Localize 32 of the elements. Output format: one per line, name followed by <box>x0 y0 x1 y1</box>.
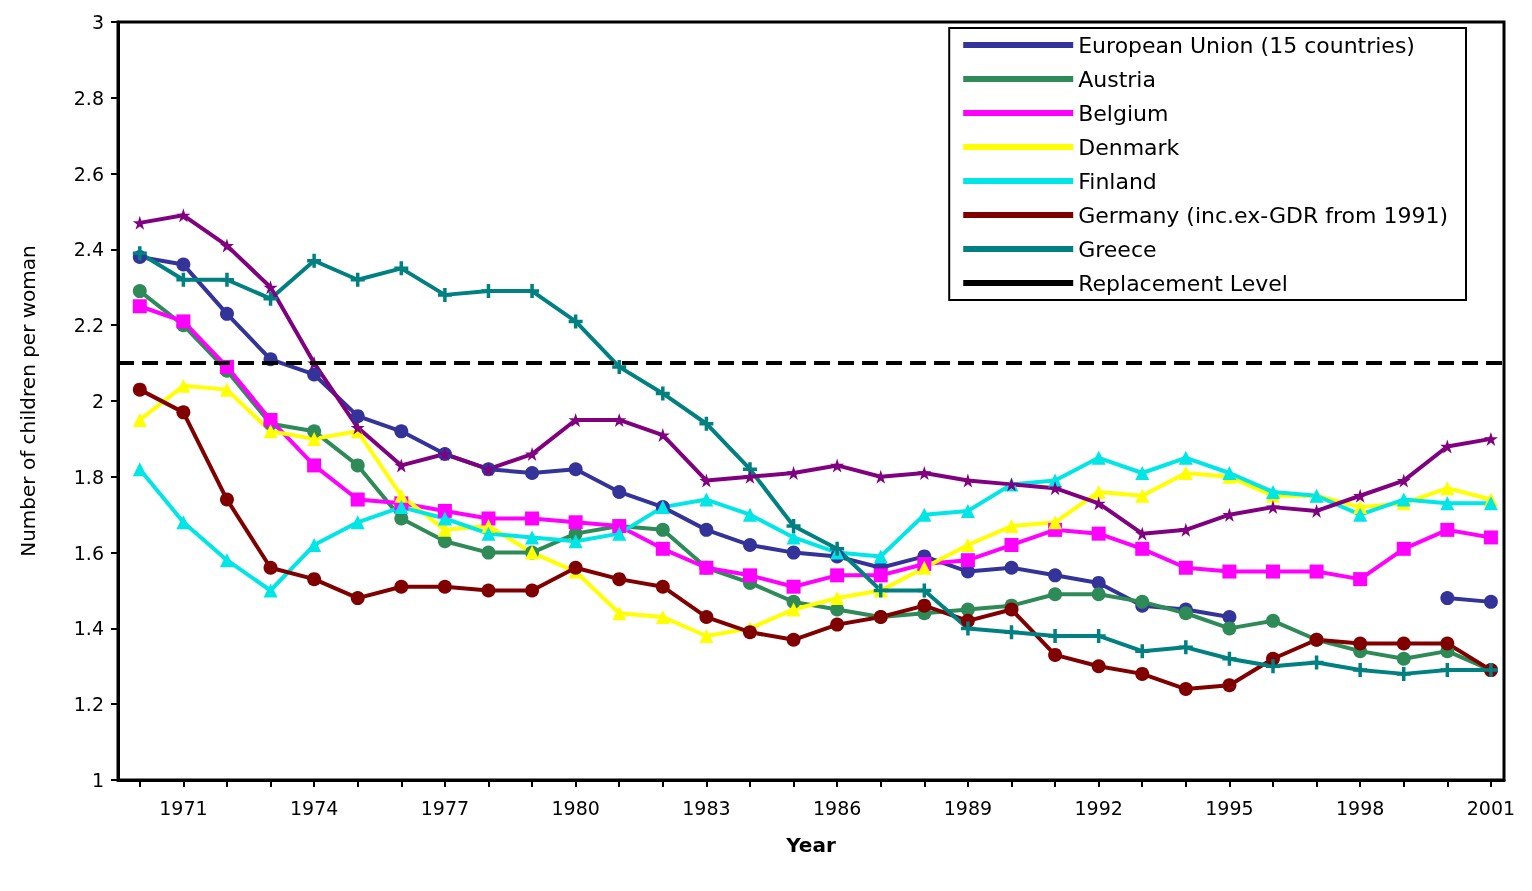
y-tick-label: 1.2 <box>73 693 104 716</box>
x-tick-label: 1983 <box>682 796 731 819</box>
y-tick-label: 3 <box>91 11 104 33</box>
y-tick-label: 2.8 <box>73 86 104 109</box>
legend-label: European Union (15 countries) <box>1078 32 1415 58</box>
x-tick-label: 1986 <box>812 796 862 819</box>
legend-label: Replacement Level <box>1078 270 1288 296</box>
legend-label: Belgium <box>1078 100 1169 126</box>
x-tick-label: 2001 <box>1466 796 1516 819</box>
x-tick-label: 1998 <box>1335 796 1385 819</box>
y-tick-label: 1.6 <box>73 541 104 564</box>
legend-label: Denmark <box>1078 134 1180 160</box>
x-tick-label: 1974 <box>289 796 339 819</box>
y-tick-label: 2 <box>91 390 104 412</box>
legend-label: Germany (inc.ex-GDR from 1991) <box>1078 202 1448 228</box>
x-tick-label: 1992 <box>1074 796 1123 819</box>
legend-label: Austria <box>1078 66 1156 92</box>
y-tick-label: 1.4 <box>73 617 104 640</box>
y-tick-label: 2.4 <box>73 238 104 261</box>
x-axis-title: Year <box>785 833 836 857</box>
x-tick-label: 1980 <box>551 796 600 819</box>
x-tick-label: 1971 <box>159 796 208 819</box>
y-tick-label: 2.2 <box>73 314 104 337</box>
y-tick-label: 1.8 <box>73 465 104 488</box>
legend-label: Greece <box>1078 236 1157 262</box>
y-tick-label: 2.6 <box>73 162 104 185</box>
legend-label: Finland <box>1078 168 1157 194</box>
x-tick-label: 1977 <box>420 796 470 819</box>
x-tick-label: 1989 <box>943 796 993 819</box>
x-tick-label: 1995 <box>1205 796 1254 819</box>
y-tick-label: 1 <box>91 769 104 791</box>
y-axis-title: Number of children per woman <box>16 245 40 557</box>
